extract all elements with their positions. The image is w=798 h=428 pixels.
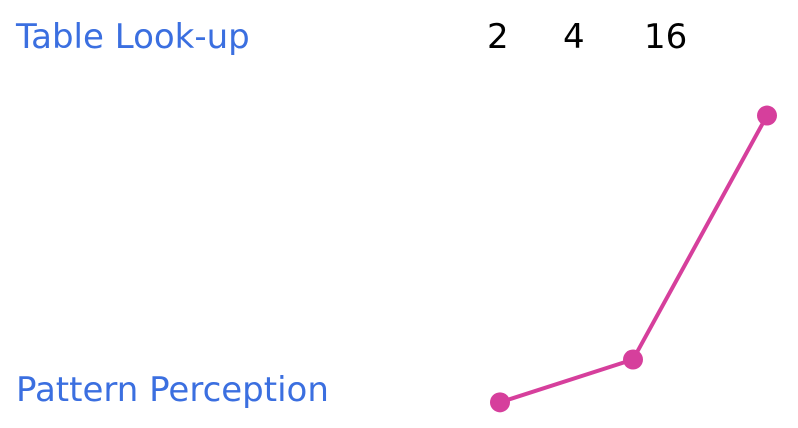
- pattern-perception-label: Pattern Perception: [16, 370, 329, 410]
- data-point-4: [623, 349, 643, 370]
- column-label-4: 4: [563, 17, 585, 57]
- table-lookup-label: Table Look-up: [16, 17, 250, 57]
- column-label-2: 2: [487, 17, 509, 57]
- data-point-2: [490, 392, 510, 413]
- column-label-16: 16: [644, 17, 688, 57]
- data-point-16: [757, 105, 777, 126]
